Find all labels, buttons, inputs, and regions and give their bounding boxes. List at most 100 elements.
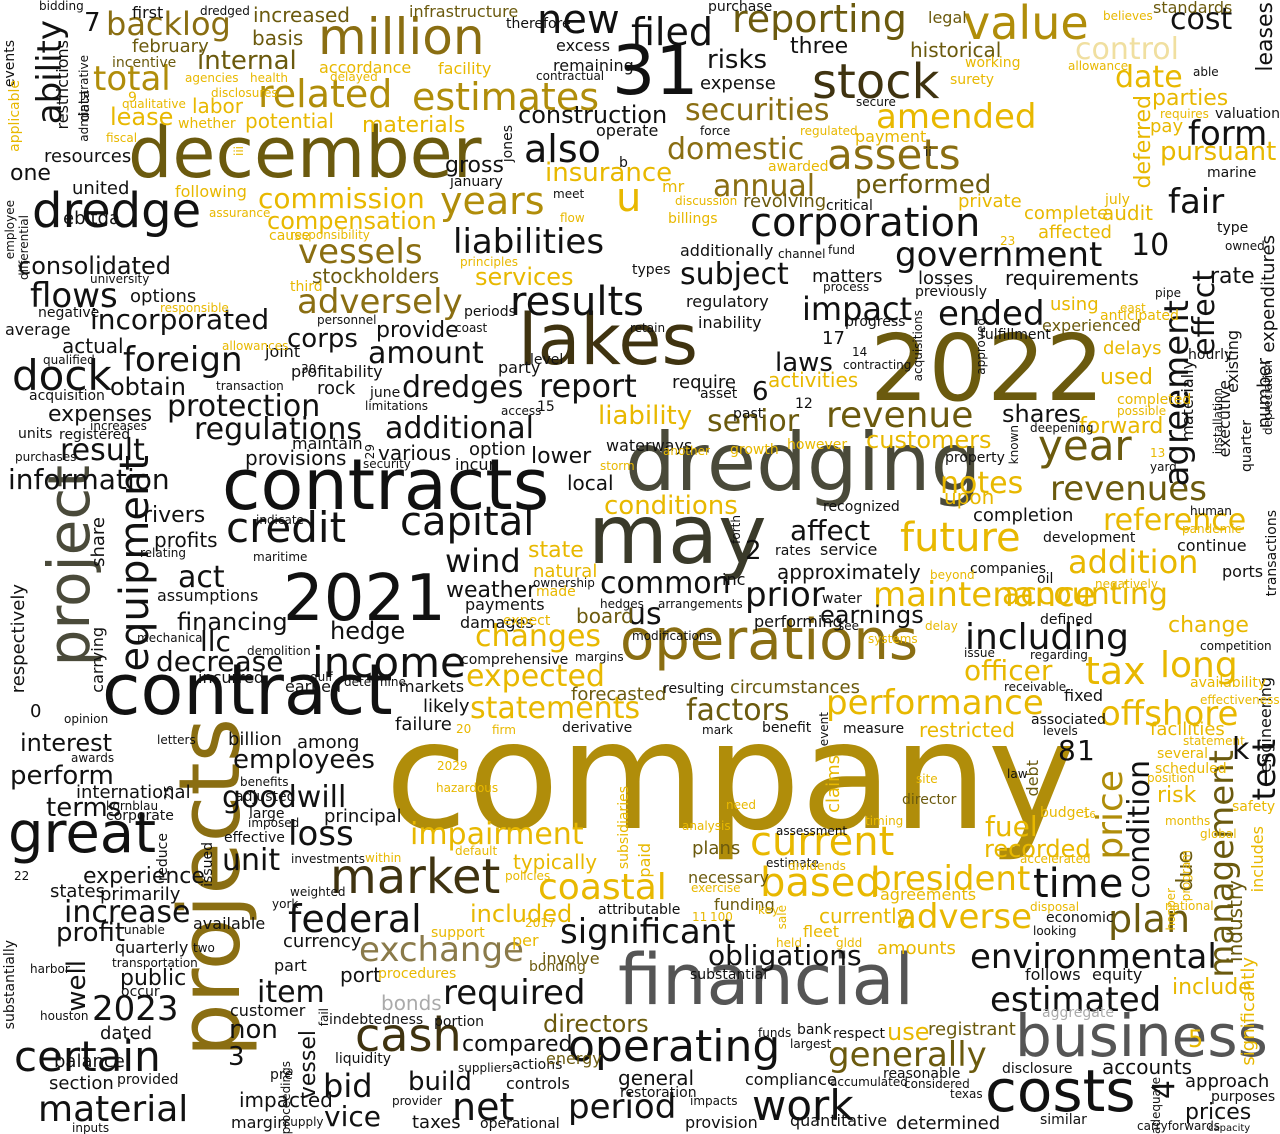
cloud-word: obtain [110, 373, 186, 401]
cloud-word: corporate [106, 808, 174, 824]
cloud-word: amended [876, 97, 1037, 137]
cloud-word: provided [117, 1072, 179, 1088]
cloud-word: part [274, 956, 307, 975]
cloud-word: arrangements [658, 597, 743, 611]
cloud-word: failure [395, 714, 452, 735]
cloud-word: three [790, 34, 849, 59]
cloud-word: capital [400, 499, 535, 545]
cloud-word: jones [500, 125, 516, 163]
cloud-word: accordance [319, 58, 412, 77]
cloud-word: secure [856, 95, 896, 109]
cloud-word: natural [533, 561, 598, 582]
cloud-word: additionally [680, 241, 774, 260]
cloud-word: water [822, 591, 862, 607]
cloud-word: human [1190, 504, 1232, 518]
cloud-word: filed [631, 10, 713, 54]
cloud-word: registered [59, 427, 131, 443]
cloud-word: shares [1002, 400, 1082, 428]
cloud-word: taxes [412, 1112, 461, 1133]
cloud-word: laws [775, 348, 833, 378]
cloud-word: u [616, 175, 642, 221]
cloud-word: january [450, 174, 503, 190]
cloud-word: payment [855, 127, 927, 146]
cloud-word: 25 [162, 785, 176, 801]
cloud-word: significant [560, 912, 736, 952]
cloud-word: gross [445, 153, 504, 178]
cloud-word: competition [1200, 639, 1272, 653]
cloud-word: recorded [984, 835, 1091, 863]
cloud-word: offshore [1100, 694, 1239, 734]
cloud-word: insurance [545, 158, 673, 188]
cloud-word: act [178, 560, 225, 595]
cloud-word: similar [1040, 1112, 1087, 1128]
cloud-word: notes [940, 466, 1024, 501]
cloud-word: negative [38, 305, 100, 321]
cloud-word: public [120, 966, 187, 991]
cloud-word: property [945, 450, 1005, 466]
cloud-word: delays [1103, 338, 1162, 359]
cloud-word: maritime [253, 550, 308, 564]
cloud-word: flow [560, 211, 585, 225]
cloud-word: receivable [1004, 680, 1067, 694]
cloud-word: infrastructure [409, 2, 519, 21]
cloud-word: 15 [537, 399, 555, 415]
cloud-word: fail [317, 1008, 331, 1027]
cloud-word: relating [140, 546, 187, 560]
cloud-word: goodwill [222, 780, 347, 815]
cloud-word: government [895, 235, 1103, 275]
cloud-word: safety [1232, 799, 1276, 815]
cloud-word: resources [44, 146, 132, 167]
cloud-word: waterways [606, 436, 693, 455]
cloud-word: largest [790, 1037, 832, 1051]
cloud-word: qualitative [122, 97, 186, 111]
cloud-word: total [93, 59, 171, 99]
cloud-word: 14 [852, 345, 868, 359]
cloud-word: disposal [1030, 900, 1080, 914]
cloud-word: quarterly [115, 938, 189, 957]
cloud-word: regulated [800, 124, 858, 138]
cloud-word: labor [192, 94, 243, 118]
cloud-word: oil [1037, 571, 1054, 587]
cloud-word: ownership [533, 576, 595, 590]
cloud-word: purchase [708, 0, 773, 15]
cloud-word: default [455, 844, 498, 858]
cloud-word: adversely [297, 282, 463, 322]
cloud-word: fair [1168, 182, 1225, 222]
cloud-word: expenses [48, 402, 153, 427]
cloud-word: margin [231, 1113, 288, 1132]
cloud-word: b [619, 155, 628, 171]
cloud-word: gulf [310, 670, 333, 684]
cloud-word: purchases [15, 450, 77, 464]
cloud-word: new [537, 0, 620, 43]
cloud-word: coastal [538, 867, 667, 908]
cloud-word: incurred [198, 668, 265, 687]
cloud-word: contract [102, 649, 393, 731]
cloud-word: actual [62, 334, 124, 358]
cloud-word: actions [512, 1057, 563, 1073]
cloud-word: assumptions [157, 586, 259, 605]
cloud-word: liquidity [335, 1051, 391, 1067]
cloud-word: provisions [245, 446, 347, 470]
cloud-word: 3 [228, 1042, 245, 1072]
cloud-word: vessels [298, 232, 423, 272]
cloud-word: indicate [256, 513, 304, 527]
cloud-word: mr [662, 177, 685, 196]
cloud-word: maintenance [873, 575, 1096, 615]
cloud-word: pandemic [1182, 522, 1242, 536]
cloud-word: negatively [1095, 577, 1158, 591]
cloud-word: costs [985, 1057, 1136, 1125]
cloud-word: respect [833, 1026, 886, 1042]
cloud-word: indebtedness [329, 1012, 424, 1028]
cloud-word: current [750, 819, 895, 865]
cloud-word: iii [232, 146, 246, 157]
cloud-word: among [297, 732, 360, 753]
cloud-word: 20 [456, 722, 472, 736]
cloud-word: third [290, 279, 323, 295]
cloud-word: billings [668, 211, 718, 227]
cloud-word: remaining [553, 56, 634, 75]
cloud-word: within [365, 851, 402, 865]
cloud-word: hourly [1188, 347, 1233, 363]
cloud-word: includes [1248, 826, 1267, 893]
cloud-word: 4 [1147, 1080, 1182, 1100]
cloud-word: financing [177, 608, 288, 636]
